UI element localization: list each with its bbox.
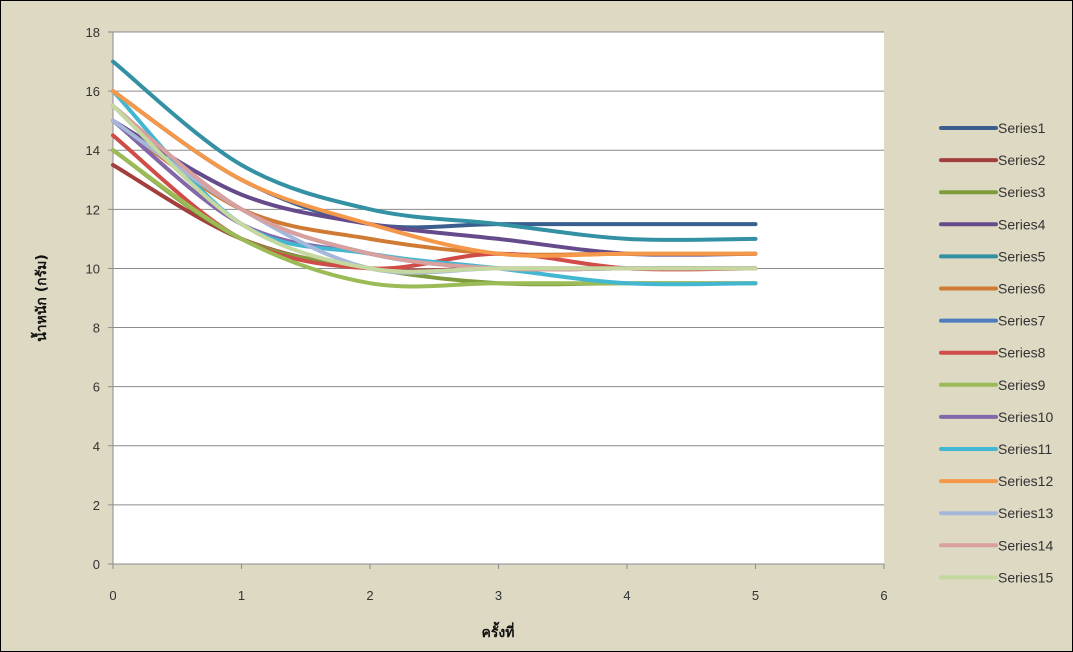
x-tick-label: 1 bbox=[238, 588, 245, 603]
legend-label-1: Series1 bbox=[998, 120, 1046, 136]
x-tick-label: 3 bbox=[495, 588, 502, 603]
series-line-5 bbox=[111, 59, 758, 243]
legend-label-5: Series5 bbox=[998, 248, 1046, 264]
x-axis-title: ครั้งที่ bbox=[482, 621, 515, 641]
legend: Series1 Series2 Series3 Series4 Series5 Serie… bbox=[939, 120, 1053, 585]
legend-label-13: Series13 bbox=[998, 505, 1053, 521]
legend-label-10: Series10 bbox=[998, 409, 1053, 425]
y-axis-title: น้ำหนัก (กรัม) bbox=[30, 254, 50, 342]
legend-label-11: Series11 bbox=[998, 441, 1052, 457]
gridlines bbox=[113, 31, 884, 506]
legend-label-6: Series6 bbox=[998, 281, 1046, 297]
legend-label-3: Series3 bbox=[998, 184, 1046, 200]
series-lines bbox=[111, 59, 758, 289]
legend-label-15: Series15 bbox=[998, 569, 1053, 585]
y-tick-label: 0 bbox=[93, 557, 100, 572]
y-tick-label: 4 bbox=[93, 439, 100, 454]
legend-label-9: Series9 bbox=[998, 377, 1046, 393]
legend-label-4: Series4 bbox=[998, 216, 1046, 232]
y-tick-label: 8 bbox=[93, 321, 100, 336]
legend-label-2: Series2 bbox=[998, 152, 1046, 168]
y-tick-label: 12 bbox=[86, 202, 100, 217]
x-tick-label: 0 bbox=[109, 588, 116, 603]
series-line-15 bbox=[111, 103, 758, 274]
y-tick-label: 6 bbox=[93, 380, 100, 395]
legend-label-12: Series12 bbox=[998, 473, 1053, 489]
y-tick-label: 2 bbox=[93, 498, 100, 513]
series-line-12 bbox=[111, 89, 758, 258]
x-tick-label: 5 bbox=[752, 588, 759, 603]
legend-label-14: Series14 bbox=[998, 537, 1053, 553]
y-tick-label: 10 bbox=[86, 261, 100, 276]
x-tick-label: 2 bbox=[366, 588, 373, 603]
y-tick-label: 16 bbox=[86, 84, 100, 99]
x-tick-label: 4 bbox=[623, 588, 630, 603]
y-tick-label: 14 bbox=[86, 143, 100, 158]
x-tick-label: 6 bbox=[880, 588, 887, 603]
y-tick-label: 18 bbox=[86, 25, 100, 40]
legend-label-7: Series7 bbox=[998, 313, 1046, 329]
legend-label-8: Series8 bbox=[998, 345, 1046, 361]
plot-area bbox=[113, 32, 884, 564]
